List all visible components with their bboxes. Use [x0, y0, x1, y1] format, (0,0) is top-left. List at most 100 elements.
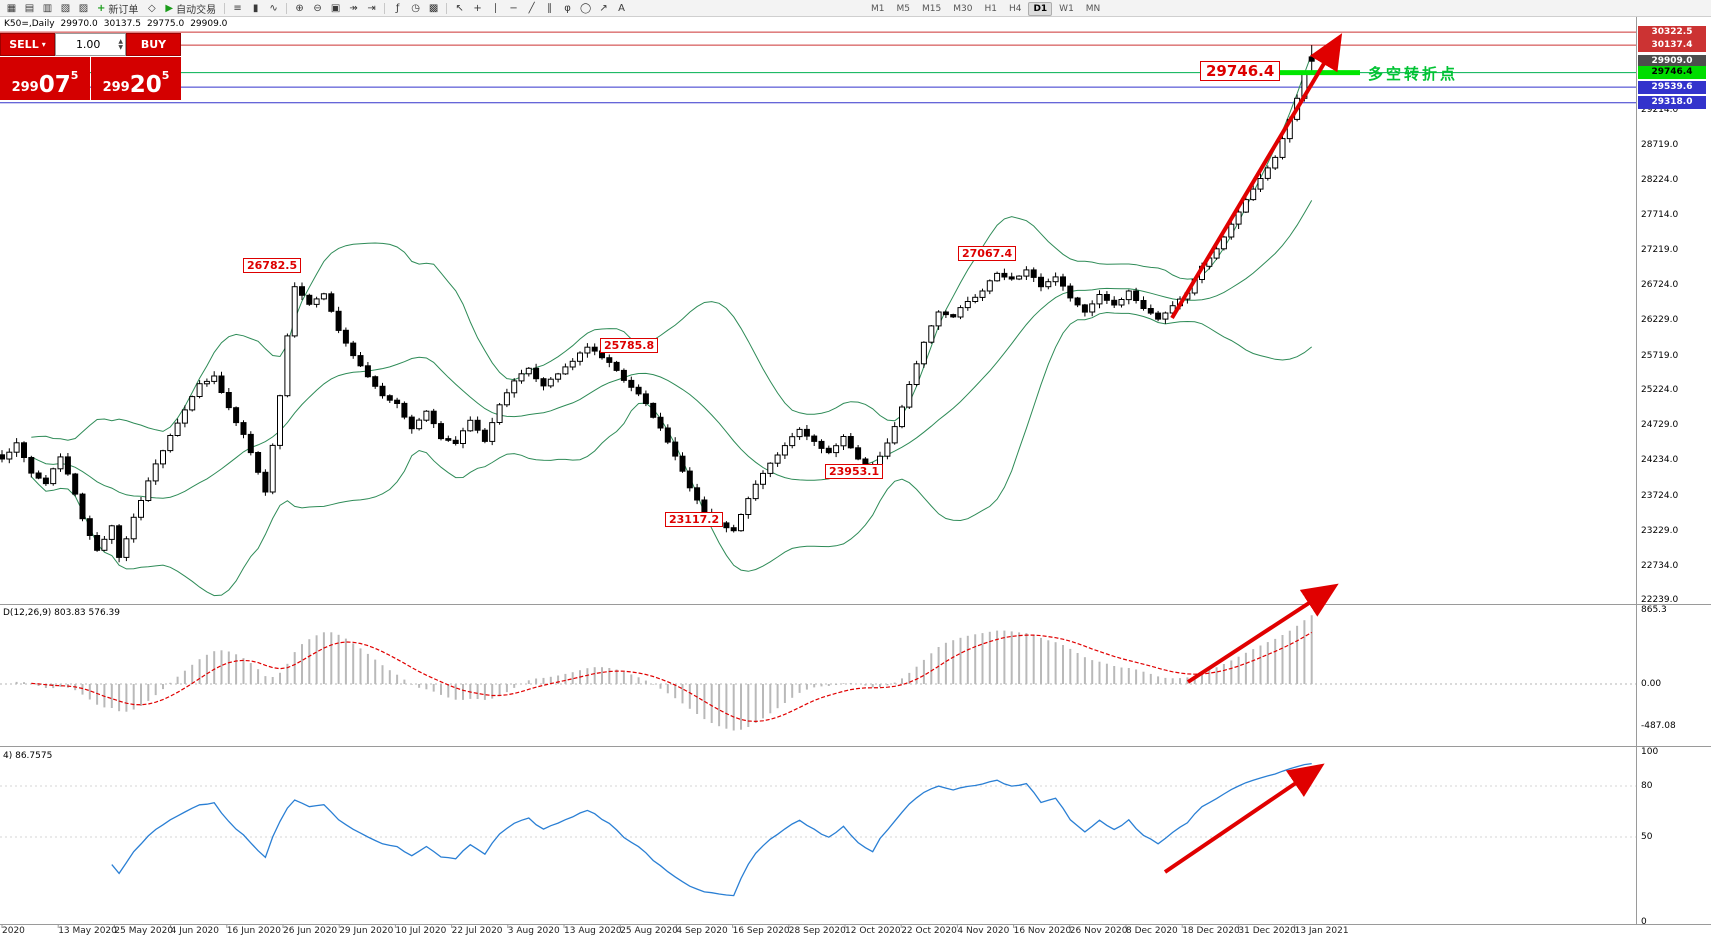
timeframe-m5-button[interactable]: M5 — [896, 4, 911, 14]
volume-stepper[interactable]: 1.00 ▲ ▼ — [55, 33, 126, 56]
date-label[interactable]: 16 Nov 2020 — [1013, 926, 1072, 936]
date-label[interactable]: 4 Sep 2020 — [676, 926, 728, 936]
market-watch-icon: ▤ — [24, 2, 35, 14]
stepper-arrows-icon[interactable]: ▲ ▼ — [118, 37, 123, 51]
date-label[interactable]: 26 Jun 2020 — [283, 926, 338, 936]
date-label[interactable]: 25 Aug 2020 — [620, 926, 678, 936]
cursor-icon[interactable]: ↖ — [451, 1, 468, 16]
buy-price-display[interactable]: 299 20 5 — [91, 57, 181, 100]
timeframe-toolbar: M1 M5 M15 M30 H1 H4 D1 W1 MN — [866, 2, 1105, 16]
price-annotation-26782.5[interactable]: 26782.5 — [243, 258, 302, 273]
date-label[interactable]: 22 Jul 2020 — [451, 926, 503, 936]
date-label[interactable]: 31 Dec 2020 — [1238, 926, 1296, 936]
date-label[interactable]: 4 Jun 2020 — [170, 926, 220, 936]
indicators-icon[interactable]: ƒ — [389, 1, 406, 16]
date-label[interactable]: 10 Jul 2020 — [395, 926, 447, 936]
date-label[interactable]: 18 Dec 2020 — [1182, 926, 1240, 936]
date-label[interactable]: 16 Jun 2020 — [226, 926, 281, 936]
price-axis-tick: 22239.0 — [1641, 595, 1679, 606]
tile-windows-icon[interactable]: ▣ — [327, 1, 344, 16]
metaeditor-icon[interactable]: ◇ — [143, 1, 160, 16]
indicators-icon: ƒ — [395, 2, 400, 14]
chart-shift-icon[interactable]: ⇥ — [363, 1, 380, 16]
price-annotation-27067.4[interactable]: 27067.4 — [958, 246, 1017, 261]
date-label[interactable]: 13 Aug 2020 — [564, 926, 622, 936]
vertical-line-icon[interactable]: ∣ — [487, 1, 504, 16]
date-label[interactable]: 29 Jun 2020 — [339, 926, 394, 936]
date-label[interactable]: 28 Sep 2020 — [788, 926, 846, 936]
trendline-icon[interactable]: ╱ — [523, 1, 540, 16]
periods-icon[interactable]: ◷ — [407, 1, 424, 16]
date-label[interactable]: 2020 — [2, 926, 25, 936]
channel-icon: ∥ — [547, 2, 553, 14]
chart-bars-icon[interactable]: ≡ — [229, 1, 246, 16]
timeframe-m30-button[interactable]: M30 — [953, 4, 973, 14]
navigator-icon[interactable]: ▧ — [57, 1, 74, 16]
timeframe-d1-button[interactable]: D1 — [1028, 2, 1053, 16]
date-label[interactable]: 3 Aug 2020 — [507, 926, 560, 936]
date-label[interactable]: 12 Oct 2020 — [845, 926, 901, 936]
price-axis-tick: 28224.0 — [1641, 174, 1679, 185]
price-tag-29318.0: 29318.0 — [1638, 96, 1706, 110]
price-annotation-23117.2[interactable]: 23117.2 — [665, 512, 724, 527]
horizontal-line-icon[interactable]: − — [505, 1, 522, 16]
macd-histogram — [15, 615, 1313, 731]
date-label[interactable]: 22 Oct 2020 — [901, 926, 957, 936]
date-label[interactable]: 8 Dec 2020 — [1126, 926, 1178, 936]
shapes-icon[interactable]: ◯ — [577, 1, 594, 16]
auto-trading-button[interactable]: ▶ 自动交易 — [161, 1, 220, 16]
new-window-icon[interactable]: ▦ — [3, 1, 20, 16]
timeframe-m1-button[interactable]: M1 — [871, 4, 885, 14]
sell-button[interactable]: SELL ▾ — [0, 33, 55, 56]
timeframe-h1-button[interactable]: H1 — [984, 4, 997, 14]
date-label[interactable]: 25 May 2020 — [114, 926, 174, 936]
date-label[interactable]: 13 May 2020 — [58, 926, 117, 936]
navigator-icon: ▧ — [60, 2, 71, 14]
price-annotation-23953.1[interactable]: 23953.1 — [825, 464, 884, 479]
terminal-icon[interactable]: ▨ — [75, 1, 92, 16]
turning-point-text: 多空转折点 — [1368, 65, 1459, 83]
fibonacci-icon[interactable]: φ — [559, 1, 576, 16]
text-icon: A — [618, 2, 626, 14]
price-annotation-25785.8[interactable]: 25785.8 — [600, 338, 659, 353]
date-label[interactable]: 26 Nov 2020 — [1069, 926, 1128, 936]
crosshair-icon: + — [473, 2, 482, 14]
timeframe-w1-button[interactable]: W1 — [1059, 4, 1074, 14]
arrows-icon[interactable]: ↗ — [595, 1, 612, 16]
macd-axis-tick: 865.3 — [1641, 605, 1667, 616]
zoom-out-icon[interactable]: ⊖ — [309, 1, 326, 16]
periods-icon: ◷ — [411, 2, 420, 14]
data-window-icon[interactable]: ▥ — [39, 1, 56, 16]
macd-axis-tick: -487.08 — [1641, 720, 1676, 731]
timeframe-mn-button[interactable]: MN — [1085, 4, 1101, 14]
cursor-icon: ↖ — [455, 2, 464, 14]
text-icon[interactable]: A — [613, 1, 630, 16]
toolbar-separator — [384, 2, 386, 14]
date-label[interactable]: 4 Nov 2020 — [957, 926, 1010, 936]
volume-value: 1.00 — [75, 38, 101, 51]
chart-line-icon[interactable]: ∿ — [265, 1, 282, 16]
timeframe-h4-button[interactable]: H4 — [1008, 4, 1022, 14]
auto-scroll-icon[interactable]: ↠ — [345, 1, 362, 16]
date-label[interactable]: 13 Jan 2021 — [1294, 926, 1349, 936]
price-annotation-29746[interactable]: 29746.4 — [1200, 61, 1281, 81]
buy-button[interactable]: BUY — [126, 33, 181, 56]
sell-price-display[interactable]: 299 07 5 — [0, 57, 90, 100]
crosshair-icon[interactable]: + — [469, 1, 486, 16]
new-order-button[interactable]: + 新订单 — [93, 1, 142, 16]
market-watch-icon[interactable]: ▤ — [21, 1, 38, 16]
date-label[interactable]: 16 Sep 2020 — [732, 926, 790, 936]
trend-arrow-3[interactable] — [1163, 763, 1325, 874]
channel-icon[interactable]: ∥ — [541, 1, 558, 16]
trend-arrow-1[interactable] — [1170, 33, 1343, 320]
timeframe-m15-button[interactable]: M15 — [922, 4, 942, 14]
zoom-in-icon[interactable]: ⊕ — [291, 1, 308, 16]
templates-icon[interactable]: ▩ — [425, 1, 442, 16]
buy-price-prefix: 299 — [102, 80, 130, 95]
rsi-axis-tick: 50 — [1641, 832, 1653, 842]
chart-candles-icon[interactable]: ▮ — [247, 1, 264, 16]
trend-arrow-2[interactable] — [1186, 583, 1339, 684]
toolbar-separator — [224, 2, 226, 14]
